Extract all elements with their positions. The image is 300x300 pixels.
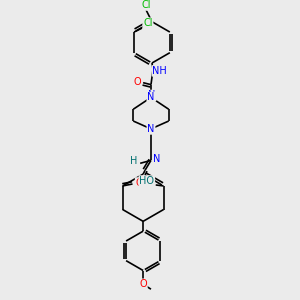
Text: N: N	[148, 91, 156, 100]
Text: O: O	[139, 279, 147, 289]
Text: N: N	[147, 124, 155, 134]
Text: H: H	[130, 156, 137, 166]
Text: O: O	[134, 77, 141, 87]
Text: Cl: Cl	[141, 0, 151, 10]
Text: HO: HO	[139, 176, 154, 186]
Text: Cl: Cl	[143, 18, 153, 28]
Text: O: O	[136, 178, 143, 188]
Text: NH: NH	[152, 66, 167, 76]
Text: N: N	[153, 154, 161, 164]
Text: N: N	[147, 92, 155, 102]
